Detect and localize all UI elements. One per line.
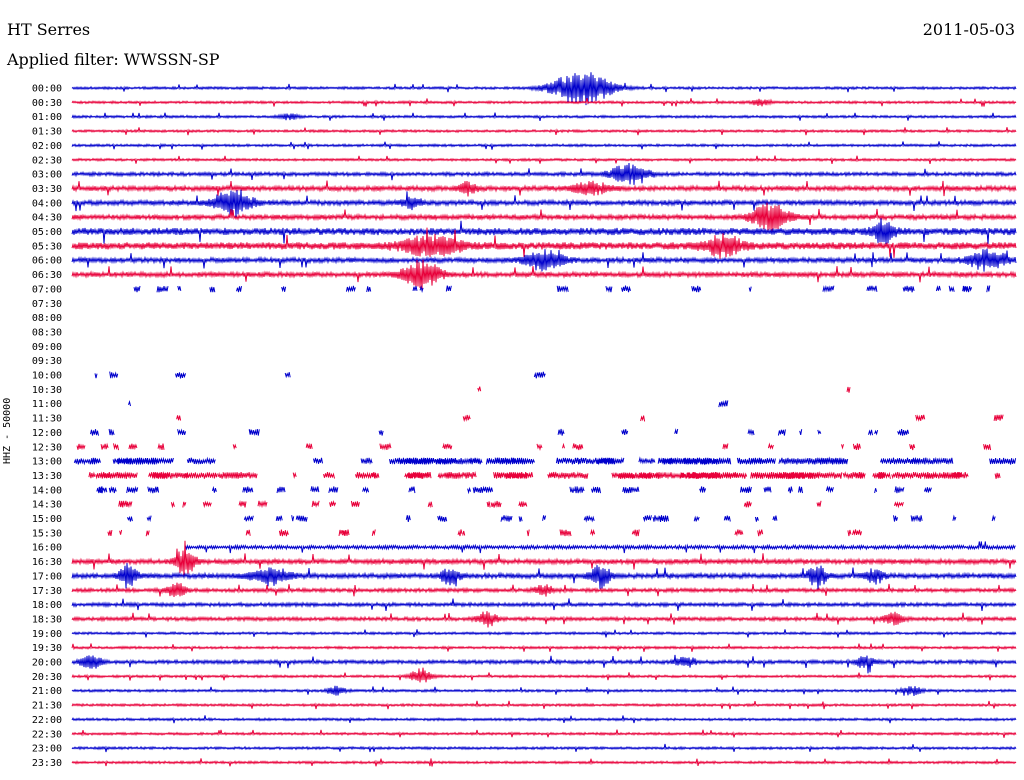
trace-row [71,141,1017,150]
station-title: HT Serres [7,20,91,39]
row-time-label: 01:30 [32,127,62,138]
row-time-label: 16:00 [32,543,62,554]
row-time-label: 02:30 [32,155,62,166]
trace-row [71,715,1017,724]
trace-row [184,541,1016,554]
row-time-label: 02:00 [32,141,62,152]
row-time-label: 07:00 [32,284,62,295]
trace-row [71,743,1017,753]
trace-row [71,563,1017,590]
trace-row [71,155,1017,165]
row-time-label: 09:30 [32,356,62,367]
trace-row [71,729,1017,738]
row-time-label: 00:00 [32,84,62,95]
trace-row [71,72,1017,106]
row-time-label: 06:00 [32,256,62,267]
trace-row [71,611,1017,628]
row-time-label: 03:00 [32,170,62,181]
row-time-label: 08:00 [32,313,62,324]
row-time-label: 10:00 [32,371,62,382]
row-time-label: 19:30 [32,643,62,654]
row-time-label: 11:00 [32,399,62,410]
trace-row [71,227,1017,259]
trace-row [107,528,862,537]
trace-row [71,127,1017,136]
row-time-label: 08:30 [32,327,62,338]
row-time-label: 10:30 [32,385,62,396]
trace-row [71,259,1017,290]
trace-row [96,485,932,495]
row-time-label: 07:30 [32,299,62,310]
trace-row [71,98,1017,107]
trace-row [71,218,1017,245]
row-time-label: 17:30 [32,586,62,597]
row-time-label: 23:00 [32,744,62,755]
row-time-label: 21:00 [32,686,62,697]
row-time-label: 12:00 [32,428,62,439]
row-time-label: 17:00 [32,571,62,582]
trace-row [71,629,1017,638]
trace-row [90,428,910,437]
row-time-label: 15:30 [32,528,62,539]
trace-row [71,643,1017,652]
row-time-label: 14:00 [32,485,62,496]
trace-row [73,456,1017,466]
row-time-label: 00:30 [32,98,62,109]
trace-row [71,700,1017,710]
trace-row [118,499,904,509]
trace-row [71,189,1017,218]
row-time-label: 09:00 [32,342,62,353]
trace-row [126,514,996,523]
row-time-label: 11:30 [32,414,62,425]
filter-label: Applied filter: WWSSN-SP [7,50,220,69]
trace-row [76,442,992,452]
row-time-label: 05:30 [32,241,62,252]
trace-row [71,685,1017,696]
row-time-label: 22:00 [32,715,62,726]
row-time-label: 05:00 [32,227,62,238]
trace-row [71,180,1017,197]
trace-row [71,162,1017,185]
row-time-label: 18:30 [32,614,62,625]
row-time-label: 15:00 [32,514,62,525]
row-time-label: 06:30 [32,270,62,281]
trace-row [88,471,1001,480]
row-time-label: 23:30 [32,758,62,769]
trace-row [176,414,1004,423]
trace-row [71,112,1017,122]
row-time-label: 13:30 [32,471,62,482]
row-time-label: 19:00 [32,629,62,640]
trace-row [71,582,1017,598]
trace-row [128,399,729,408]
row-time-label: 04:30 [32,213,62,224]
trace-row [71,654,1017,674]
trace-row [71,598,1017,611]
row-time-label: 21:30 [32,701,62,712]
row-time-label: 20:30 [32,672,62,683]
row-time-label: 18:00 [32,600,62,611]
trace-row [94,371,546,379]
trace-row [71,248,1017,272]
row-time-label: 20:00 [32,658,62,669]
date-label: 2011-05-03 [922,20,1015,39]
row-time-label: 04:00 [32,198,62,209]
row-time-label: 03:30 [32,184,62,195]
row-time-label: 01:00 [32,112,62,123]
row-time-label: 13:00 [32,457,62,468]
trace-row [71,667,1017,683]
trace-row [71,540,1017,577]
row-time-label: 22:30 [32,729,62,740]
row-time-label: 16:30 [32,557,62,568]
trace-row [133,284,991,293]
trace-row [71,758,1017,767]
row-time-label: 12:30 [32,442,62,453]
trace-row [71,202,1017,233]
trace-row [477,386,851,393]
row-time-label: 14:30 [32,500,62,511]
